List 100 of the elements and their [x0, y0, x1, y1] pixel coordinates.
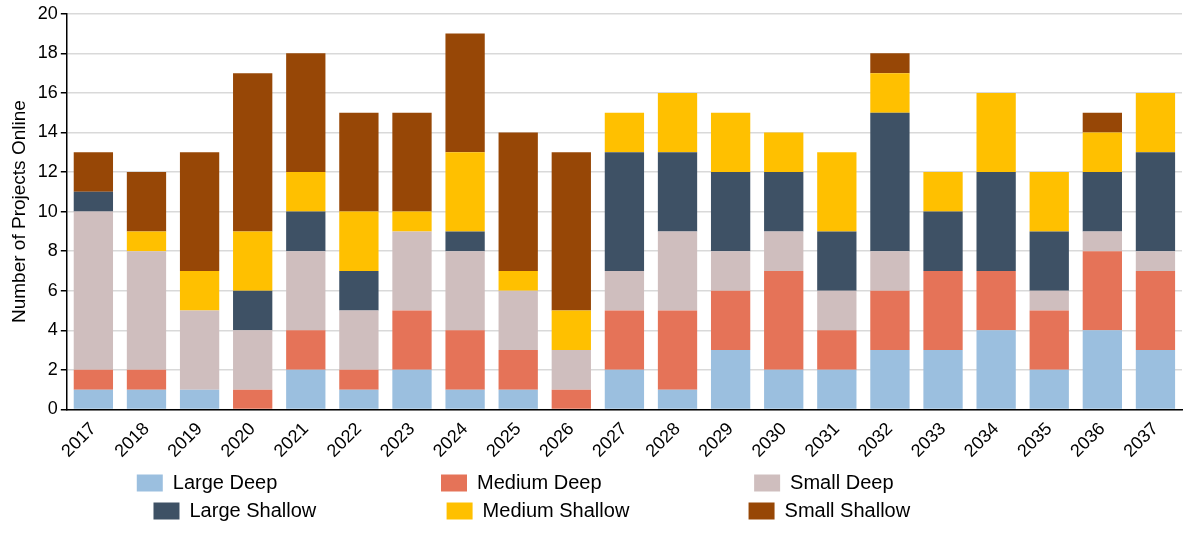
- bar: [286, 330, 326, 370]
- bar: [179, 270, 220, 311]
- bar: [1135, 92, 1176, 153]
- bar: [710, 251, 751, 291]
- bar: [126, 231, 167, 252]
- bar: [657, 152, 698, 232]
- legend-label: Small Shallow: [784, 498, 1033, 521]
- bar: [817, 330, 857, 370]
- bar: [870, 251, 910, 291]
- bar: [923, 172, 963, 212]
- bar: [339, 369, 379, 390]
- y-tick-label: 6: [47, 279, 58, 300]
- bar: [392, 310, 432, 370]
- bar: [233, 290, 273, 331]
- bar: [923, 350, 963, 409]
- y-tick-label: 12: [37, 161, 58, 182]
- bar: [870, 350, 910, 409]
- bar: [233, 330, 273, 390]
- bar: [923, 270, 963, 351]
- legend-label: Large Deep: [172, 470, 434, 493]
- bar: [657, 389, 698, 409]
- bar: [1135, 270, 1176, 351]
- bar: [233, 389, 273, 409]
- bar: [73, 152, 114, 192]
- y-tick-label: 14: [37, 121, 58, 142]
- y-tick-label: 18: [37, 42, 58, 63]
- bar: [1082, 330, 1122, 409]
- bar: [1135, 251, 1176, 271]
- bar: [764, 132, 804, 173]
- bar: [764, 369, 804, 409]
- bar: [1029, 310, 1069, 370]
- bar: [1082, 251, 1122, 331]
- bar: [445, 152, 485, 232]
- bar: [179, 389, 220, 409]
- bar: [976, 92, 1016, 173]
- bar: [764, 172, 804, 232]
- bar: [339, 211, 379, 271]
- bar: [445, 330, 485, 390]
- bar: [551, 152, 591, 311]
- bar: [604, 152, 645, 271]
- bar: [445, 33, 485, 153]
- bar: [73, 211, 114, 370]
- bar: [126, 369, 167, 390]
- legend-label: Small Deep: [790, 470, 1050, 493]
- bar: [286, 369, 326, 409]
- bar: [179, 310, 220, 390]
- legend-label: Large Shallow: [189, 498, 439, 521]
- bar: [339, 112, 379, 212]
- bar: [817, 231, 857, 291]
- y-tick-label: 10: [37, 200, 58, 221]
- bar: [286, 251, 326, 331]
- y-tick-label: 8: [47, 240, 58, 261]
- bar: [817, 290, 857, 331]
- bar: [870, 290, 910, 351]
- bar: [286, 211, 326, 252]
- bar: [392, 112, 432, 212]
- bar: [1135, 152, 1176, 252]
- bar: [551, 310, 591, 351]
- y-tick-label: 4: [47, 319, 58, 340]
- y-tick-label: 2: [47, 358, 58, 379]
- bar: [498, 350, 538, 390]
- bar: [657, 310, 698, 390]
- bar: [445, 389, 485, 409]
- bar: [764, 270, 804, 370]
- y-tick-label: 20: [37, 2, 58, 23]
- bar: [498, 290, 538, 351]
- bar: [339, 270, 379, 311]
- y-tick-label: 16: [37, 81, 58, 102]
- bar: [392, 211, 432, 232]
- legend-label: Medium Shallow: [482, 498, 741, 521]
- bar: [498, 132, 538, 271]
- bar: [1082, 172, 1122, 232]
- bar: [817, 369, 857, 409]
- bar: [445, 251, 485, 331]
- bar: [179, 152, 220, 271]
- bar: [764, 231, 804, 271]
- bar: [392, 369, 432, 409]
- bar: [551, 389, 591, 409]
- bar: [498, 270, 538, 291]
- bar: [1029, 172, 1069, 232]
- bar: [870, 112, 910, 252]
- bar: [923, 211, 963, 271]
- bar: [870, 73, 910, 113]
- bar: [126, 389, 167, 409]
- y-tick-label: 0: [47, 398, 58, 419]
- bar: [286, 172, 326, 212]
- bar: [710, 350, 751, 409]
- bar: [710, 172, 751, 252]
- bar: [1082, 112, 1122, 133]
- bar: [604, 369, 645, 409]
- bar: [1029, 290, 1069, 311]
- bar: [1135, 350, 1176, 409]
- bar: [710, 112, 751, 173]
- bar: [1029, 369, 1069, 409]
- bar: [870, 53, 910, 74]
- legend-label: Medium Deep: [477, 470, 747, 493]
- bar: [445, 231, 485, 252]
- bar: [1029, 231, 1069, 291]
- bar: [233, 231, 273, 291]
- bar: [392, 231, 432, 311]
